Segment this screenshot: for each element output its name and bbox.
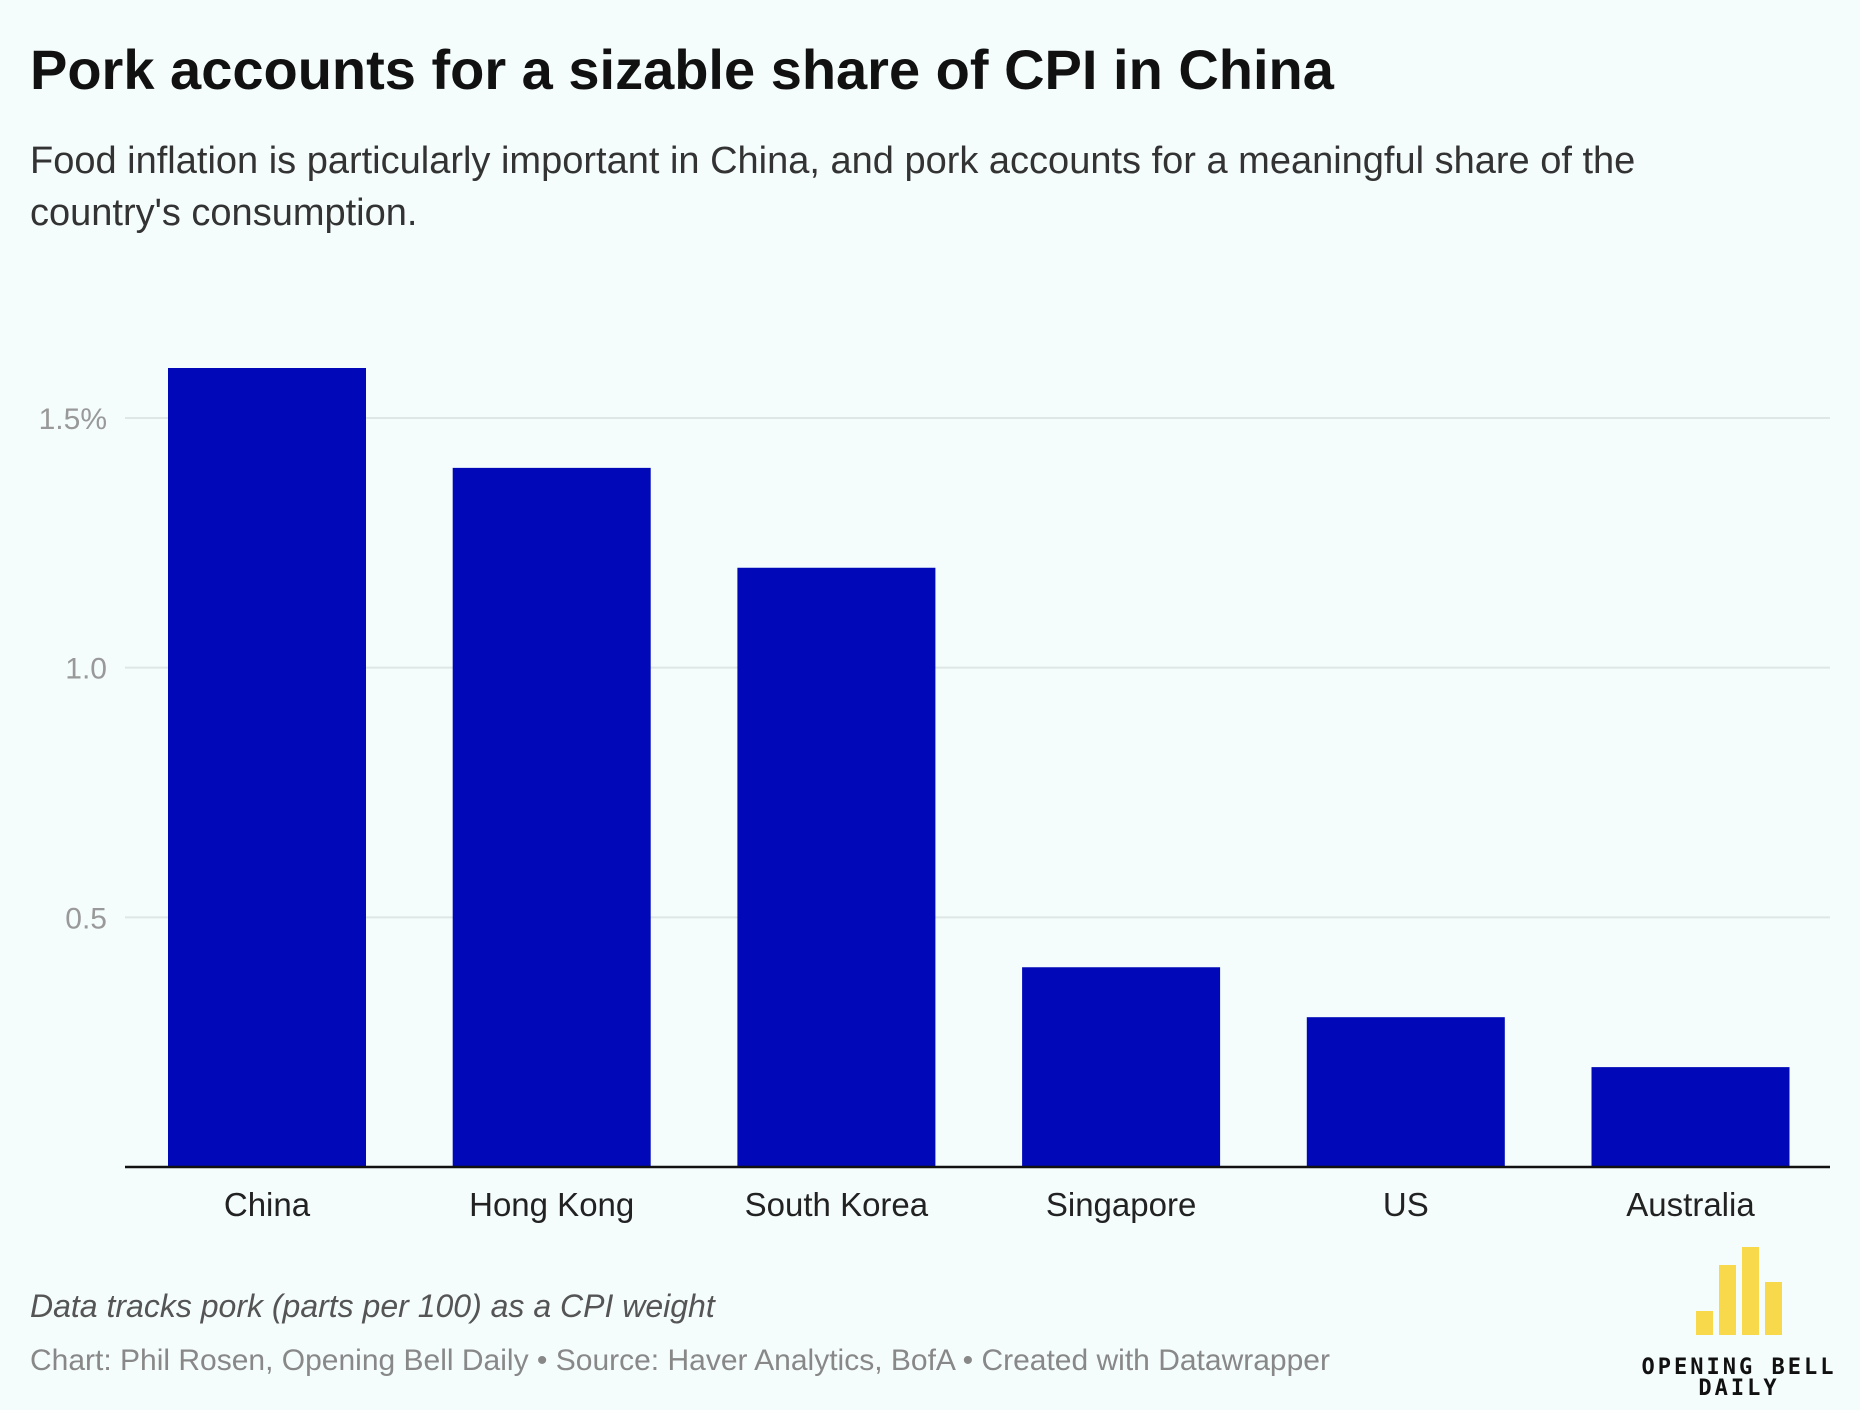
x-tick-label: US	[1383, 1186, 1429, 1223]
y-tick-label: 0.5	[65, 902, 107, 935]
x-tick-label: Singapore	[1046, 1186, 1196, 1223]
bar	[1591, 1067, 1790, 1167]
x-tick-label: Hong Kong	[469, 1186, 634, 1223]
logo-text: OPENING BELL	[1642, 1355, 1837, 1380]
bar	[1022, 967, 1221, 1167]
credit: Chart: Phil Rosen, Opening Bell Daily • …	[30, 1344, 1330, 1377]
bar	[737, 567, 936, 1167]
bar	[452, 467, 651, 1167]
x-tick-label: South Korea	[745, 1186, 929, 1223]
x-tick-label: Australia	[1626, 1186, 1755, 1223]
logo-icon	[1696, 1247, 1782, 1335]
y-tick-label: 1.0	[65, 653, 107, 686]
chart-subtitle: Food inflation is particularly important…	[30, 140, 1635, 182]
chart-subtitle: country's consumption.	[30, 192, 417, 234]
y-tick-label: 1.5%	[39, 403, 107, 436]
chart-title: Pork accounts for a sizable share of CPI…	[30, 38, 1335, 101]
footnote: Data tracks pork (parts per 100) as a CP…	[30, 1288, 716, 1324]
bar	[168, 368, 366, 1167]
bar	[1306, 1017, 1505, 1167]
logo-text: DAILY	[1698, 1376, 1779, 1401]
x-tick-label: China	[224, 1186, 311, 1223]
